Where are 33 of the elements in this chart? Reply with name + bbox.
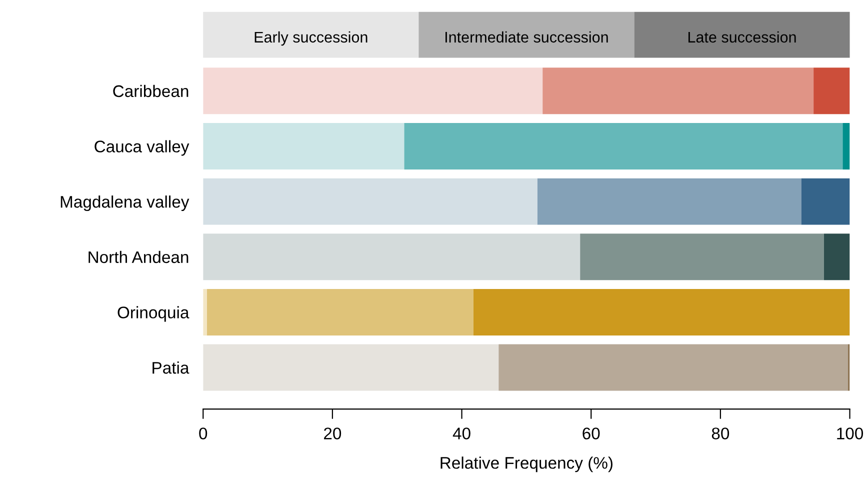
x-tick-label: 80 <box>712 428 730 440</box>
y-tick-label: Magdalena valley <box>60 196 190 212</box>
bar <box>824 234 850 280</box>
y-tick-label: Patia <box>152 361 190 374</box>
bar <box>203 344 499 391</box>
bar <box>203 122 404 170</box>
x-tick-label: 40 <box>452 428 470 440</box>
bar <box>801 178 850 225</box>
bar <box>473 288 850 336</box>
x-tick-label: 20 <box>324 428 342 440</box>
bar <box>203 288 207 336</box>
bar <box>542 68 814 114</box>
x-tick-label: 0 <box>199 428 208 440</box>
x-tick-label: 60 <box>582 428 600 440</box>
y-tick-label: North Andean <box>88 250 188 264</box>
bar <box>580 234 824 280</box>
y-tick-label: Orinoquia <box>118 306 190 322</box>
bar <box>203 234 580 280</box>
bar <box>537 178 802 225</box>
bar <box>498 344 848 391</box>
bar <box>203 68 543 114</box>
x-tick-label: 100 <box>837 428 864 440</box>
bar <box>814 68 850 114</box>
bar <box>842 122 850 170</box>
bar <box>404 122 843 170</box>
bar <box>206 288 474 336</box>
bar <box>203 178 538 225</box>
x-axis-title: Relative Frequency (%) <box>440 456 612 472</box>
y-tick-label: Cauca valley <box>94 140 190 156</box>
text: Late succession <box>688 31 796 43</box>
text: Intermediate succession <box>445 31 608 43</box>
y-tick-label: Caribbean <box>113 84 188 98</box>
text: Early succession <box>254 31 368 46</box>
